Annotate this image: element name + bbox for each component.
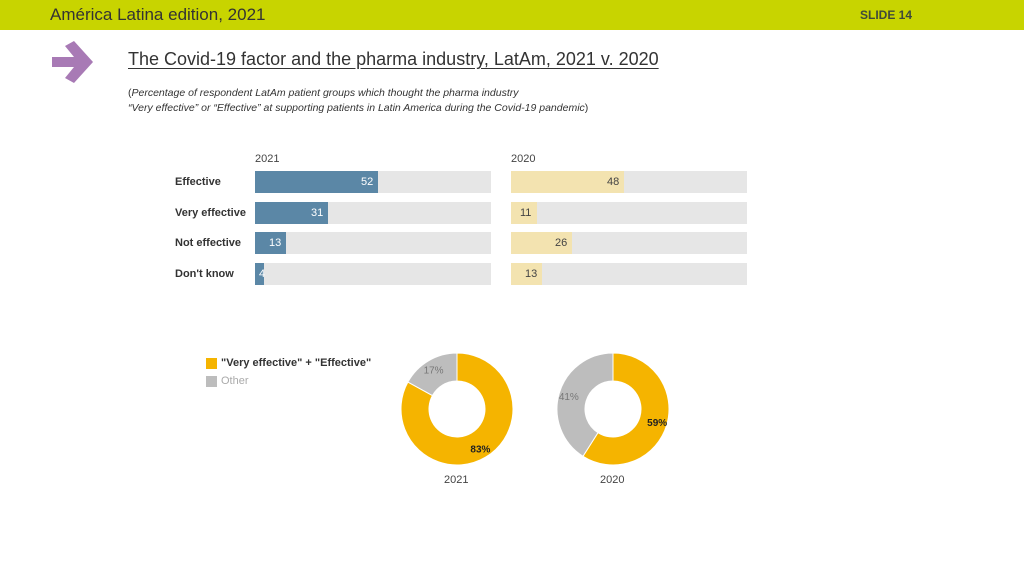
column-header-2020: 2020 (511, 153, 536, 165)
bar-value-label: 48 (607, 176, 620, 188)
bar-value-label: 31 (311, 207, 324, 219)
bar-2021 (255, 263, 264, 285)
row-label: Don't know (175, 268, 234, 280)
bar-2020 (511, 202, 537, 224)
donut-slice-other (556, 352, 614, 457)
bar-2021 (255, 171, 378, 193)
bar-value-label: 13 (525, 268, 538, 280)
legend-item-other: Other (206, 375, 249, 387)
legend-label-other: Other (221, 375, 249, 387)
bar-2020 (511, 232, 572, 254)
donut-label-2021: 2021 (444, 474, 469, 486)
legend-label-positive: "Very effective" + "Effective" (221, 357, 372, 369)
slide-number: SLIDE 14 (860, 8, 913, 22)
bar-value-label: 26 (555, 237, 568, 249)
donut-label-2020: 2020 (600, 474, 625, 486)
bar-track: 13 (255, 232, 491, 254)
bar-value-label: 13 (269, 237, 282, 249)
row-label: Not effective (175, 237, 242, 249)
bar-2021 (255, 232, 286, 254)
bar-2020 (511, 263, 542, 285)
row-label: Very effective (175, 207, 246, 219)
chart-title: The Covid-19 factor and the pharma indus… (128, 49, 659, 69)
donut-slice-positive (582, 352, 670, 466)
bar-track: 11 (511, 202, 747, 224)
bar-value-label: 11 (520, 207, 532, 219)
chart-subtitle: (Percentage of respondent LatAm patient … (128, 87, 589, 114)
header-bar: América Latina edition, 2021 SLIDE 14 (0, 0, 1024, 30)
donut-slice-label: 59% (647, 418, 667, 429)
column-header-2021: 2021 (255, 153, 280, 165)
bar-track: 26 (511, 232, 747, 254)
legend-swatch-positive (206, 357, 217, 369)
bar-track: 31 (255, 202, 491, 224)
bar-value-label: 4 (259, 268, 266, 280)
bar-2020 (511, 171, 624, 193)
donut-slice-positive (400, 352, 514, 466)
edition-title: América Latina edition, 2021 (50, 5, 266, 24)
bar-track: 13 (511, 263, 747, 285)
bar-2021 (255, 202, 328, 224)
donut-slice-label: 17% (424, 365, 444, 376)
legend-item-positive: "Very effective" + "Effective" (206, 357, 371, 369)
right-arrow-icon (52, 41, 93, 83)
bar-track: 48 (511, 171, 747, 193)
row-label: Effective (175, 176, 221, 188)
bar-track: 4 (255, 263, 491, 285)
donut-slice-label: 41% (559, 392, 579, 403)
bar-value-label: 52 (361, 176, 374, 188)
legend-swatch-other (206, 375, 217, 387)
donut-slice-other (407, 352, 458, 397)
donut-slice-label: 83% (470, 445, 490, 456)
bar-track: 52 (255, 171, 491, 193)
